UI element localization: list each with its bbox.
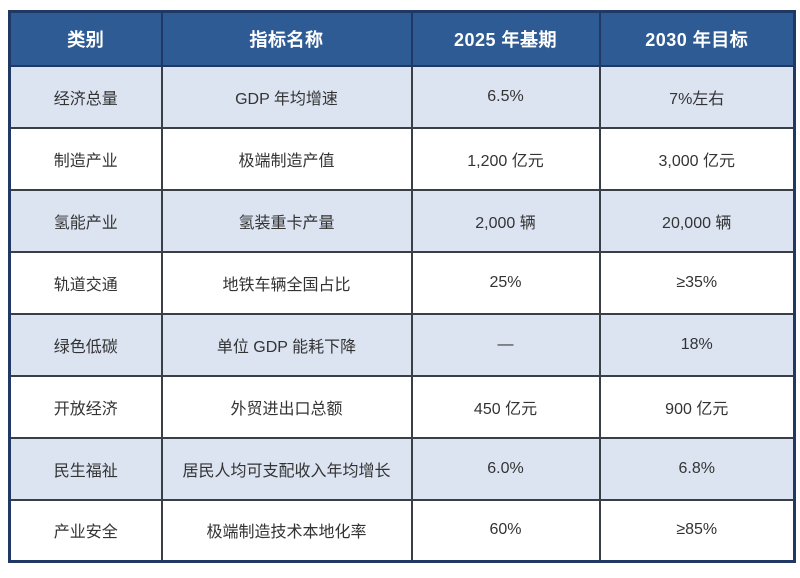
cell-indicator: GDP 年均增速 <box>160 64 413 129</box>
cell-category: 氢能产业 <box>8 188 163 253</box>
header-cell-base-2025: 2025 年基期 <box>410 10 601 67</box>
cell-indicator: 地铁车辆全国占比 <box>160 250 413 315</box>
header-cell-target-2030: 2030 年目标 <box>598 10 796 67</box>
header-cell-category: 类别 <box>8 10 163 67</box>
cell-indicator: 外贸进出口总额 <box>160 374 413 439</box>
cell-category: 经济总量 <box>8 64 163 129</box>
table-row: 氢能产业 氢装重卡产量 2,000 辆 20,000 辆 <box>8 188 796 253</box>
cell-base-2025: 6.5% <box>410 64 601 129</box>
cell-target-2030: 18% <box>598 312 796 377</box>
cell-indicator: 极端制造技术本地化率 <box>160 498 413 563</box>
table-row: 民生福祉 居民人均可支配收入年均增长 6.0% 6.8% <box>8 436 796 501</box>
cell-target-2030: 6.8% <box>598 436 796 501</box>
table-row: 开放经济 外贸进出口总额 450 亿元 900 亿元 <box>8 374 796 439</box>
cell-category: 民生福祉 <box>8 436 163 501</box>
table-row: 绿色低碳 单位 GDP 能耗下降 — 18% <box>8 312 796 377</box>
table-row: 制造产业 极端制造产值 1,200 亿元 3,000 亿元 <box>8 126 796 191</box>
cell-category: 开放经济 <box>8 374 163 439</box>
cell-target-2030: 7%左右 <box>598 64 796 129</box>
cell-target-2030: 900 亿元 <box>598 374 796 439</box>
table-row: 经济总量 GDP 年均增速 6.5% 7%左右 <box>8 64 796 129</box>
indicator-table: 类别 指标名称 2025 年基期 2030 年目标 经济总量 GDP 年均增速 … <box>8 10 796 563</box>
cell-category: 轨道交通 <box>8 250 163 315</box>
cell-target-2030: ≥85% <box>598 498 796 563</box>
cell-indicator: 单位 GDP 能耗下降 <box>160 312 413 377</box>
header-cell-indicator: 指标名称 <box>160 10 413 67</box>
cell-base-2025: 25% <box>410 250 601 315</box>
cell-base-2025: 6.0% <box>410 436 601 501</box>
cell-target-2030: 3,000 亿元 <box>598 126 796 191</box>
cell-base-2025: 60% <box>410 498 601 563</box>
table-row: 产业安全 极端制造技术本地化率 60% ≥85% <box>8 498 796 563</box>
cell-category: 产业安全 <box>8 498 163 563</box>
cell-base-2025: — <box>410 312 601 377</box>
table-row: 轨道交通 地铁车辆全国占比 25% ≥35% <box>8 250 796 315</box>
cell-category: 制造产业 <box>8 126 163 191</box>
table-header: 类别 指标名称 2025 年基期 2030 年目标 <box>8 10 796 67</box>
cell-base-2025: 2,000 辆 <box>410 188 601 253</box>
cell-indicator: 氢装重卡产量 <box>160 188 413 253</box>
header-row: 类别 指标名称 2025 年基期 2030 年目标 <box>8 10 796 67</box>
cell-indicator: 居民人均可支配收入年均增长 <box>160 436 413 501</box>
table-body: 经济总量 GDP 年均增速 6.5% 7%左右 制造产业 极端制造产值 1,20… <box>8 64 796 563</box>
cell-base-2025: 1,200 亿元 <box>410 126 601 191</box>
cell-indicator: 极端制造产值 <box>160 126 413 191</box>
cell-category: 绿色低碳 <box>8 312 163 377</box>
cell-target-2030: 20,000 辆 <box>598 188 796 253</box>
cell-target-2030: ≥35% <box>598 250 796 315</box>
cell-base-2025: 450 亿元 <box>410 374 601 439</box>
